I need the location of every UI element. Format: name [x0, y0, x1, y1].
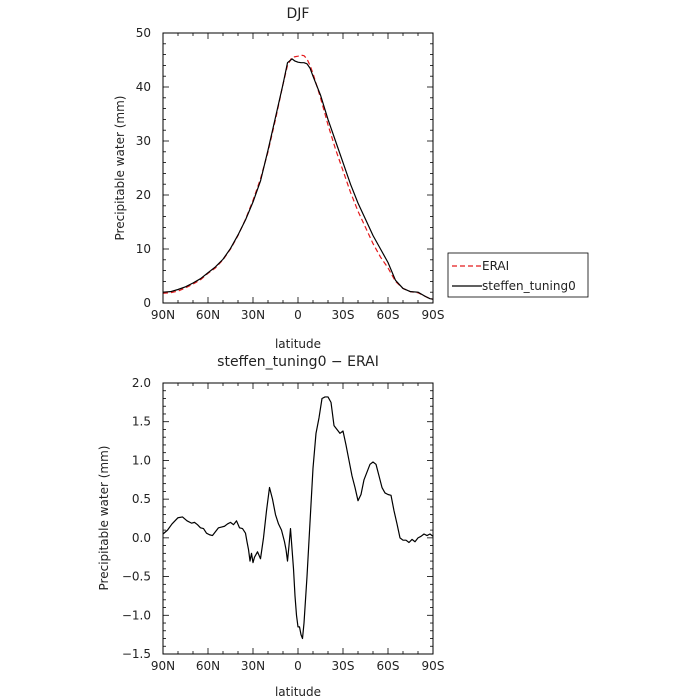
x-tick-label: 0	[294, 308, 302, 322]
bottom-chart-xlabel: latitude	[275, 685, 321, 699]
top-chart-ticks	[162, 32, 434, 304]
bottom-chart-title: steffen_tuning0 − ERAI	[217, 354, 379, 370]
top-chart-panel: DJF latitude Precipitable water (mm) 90N…	[113, 6, 444, 351]
y-tick-label: −1.0	[122, 608, 151, 622]
x-tick-label: 90S	[422, 659, 445, 673]
bottom-chart-tick-labels: 90N 60N 30N 0 30S 60S 90S −1.5 −1.0 −0.5 0.0 0.5 1.0…	[122, 376, 445, 673]
y-tick-label: 30	[136, 134, 151, 148]
bottom-chart-ticks	[162, 382, 434, 655]
x-tick-label: 60N	[196, 659, 220, 673]
x-tick-label: 30N	[241, 308, 265, 322]
y-tick-label: 1.0	[132, 453, 151, 467]
top-chart-ylabel: Precipitable water (mm)	[113, 96, 127, 241]
y-tick-label: 0.0	[132, 531, 151, 545]
x-tick-label: 30N	[241, 659, 265, 673]
y-tick-label: 0.5	[132, 492, 151, 506]
legend-box	[447, 252, 589, 298]
top-chart-series-line-steffen-tuning0	[162, 58, 434, 300]
y-tick-label: −0.5	[122, 570, 151, 584]
x-tick-label: 90N	[151, 659, 175, 673]
y-tick-label: 20	[136, 188, 151, 202]
y-tick-label: −1.5	[122, 647, 151, 661]
x-tick-label: 90S	[422, 308, 445, 322]
top-chart-tick-labels: 90N 60N 30N 0 30S 60S 90S 0 10 20 30 40 50	[136, 26, 445, 322]
bottom-chart-ylabel: Precipitable water (mm)	[97, 446, 111, 591]
y-tick-label: 2.0	[132, 376, 151, 390]
x-tick-label: 60S	[377, 308, 400, 322]
top-chart-frame	[162, 32, 434, 304]
bottom-chart-series	[162, 396, 434, 640]
top-chart-series	[162, 54, 434, 300]
bottom-chart-panel: steffen_tuning0 − ERAI latitude Precipit…	[97, 354, 444, 699]
top-chart-title: DJF	[287, 6, 310, 22]
chart-legend: ERAI steffen_tuning0	[447, 252, 589, 298]
y-tick-label: 50	[136, 26, 151, 40]
y-tick-label: 1.5	[132, 415, 151, 429]
x-tick-label: 60S	[377, 659, 400, 673]
y-tick-label: 10	[136, 242, 151, 256]
x-tick-label: 30S	[332, 308, 355, 322]
top-chart-xlabel: latitude	[275, 337, 321, 351]
bottom-chart-series-line-0	[162, 396, 434, 640]
y-tick-label: 40	[136, 80, 151, 94]
legend-label-steffen-tuning0: steffen_tuning0	[482, 279, 576, 293]
x-tick-label: 0	[294, 659, 302, 673]
y-tick-label: 0	[143, 296, 151, 310]
x-tick-label: 30S	[332, 659, 355, 673]
legend-label-erai: ERAI	[482, 259, 509, 273]
x-tick-label: 90N	[151, 308, 175, 322]
bottom-chart-frame	[162, 382, 434, 655]
x-tick-label: 60N	[196, 308, 220, 322]
top-chart-series-line-erai	[162, 54, 434, 300]
